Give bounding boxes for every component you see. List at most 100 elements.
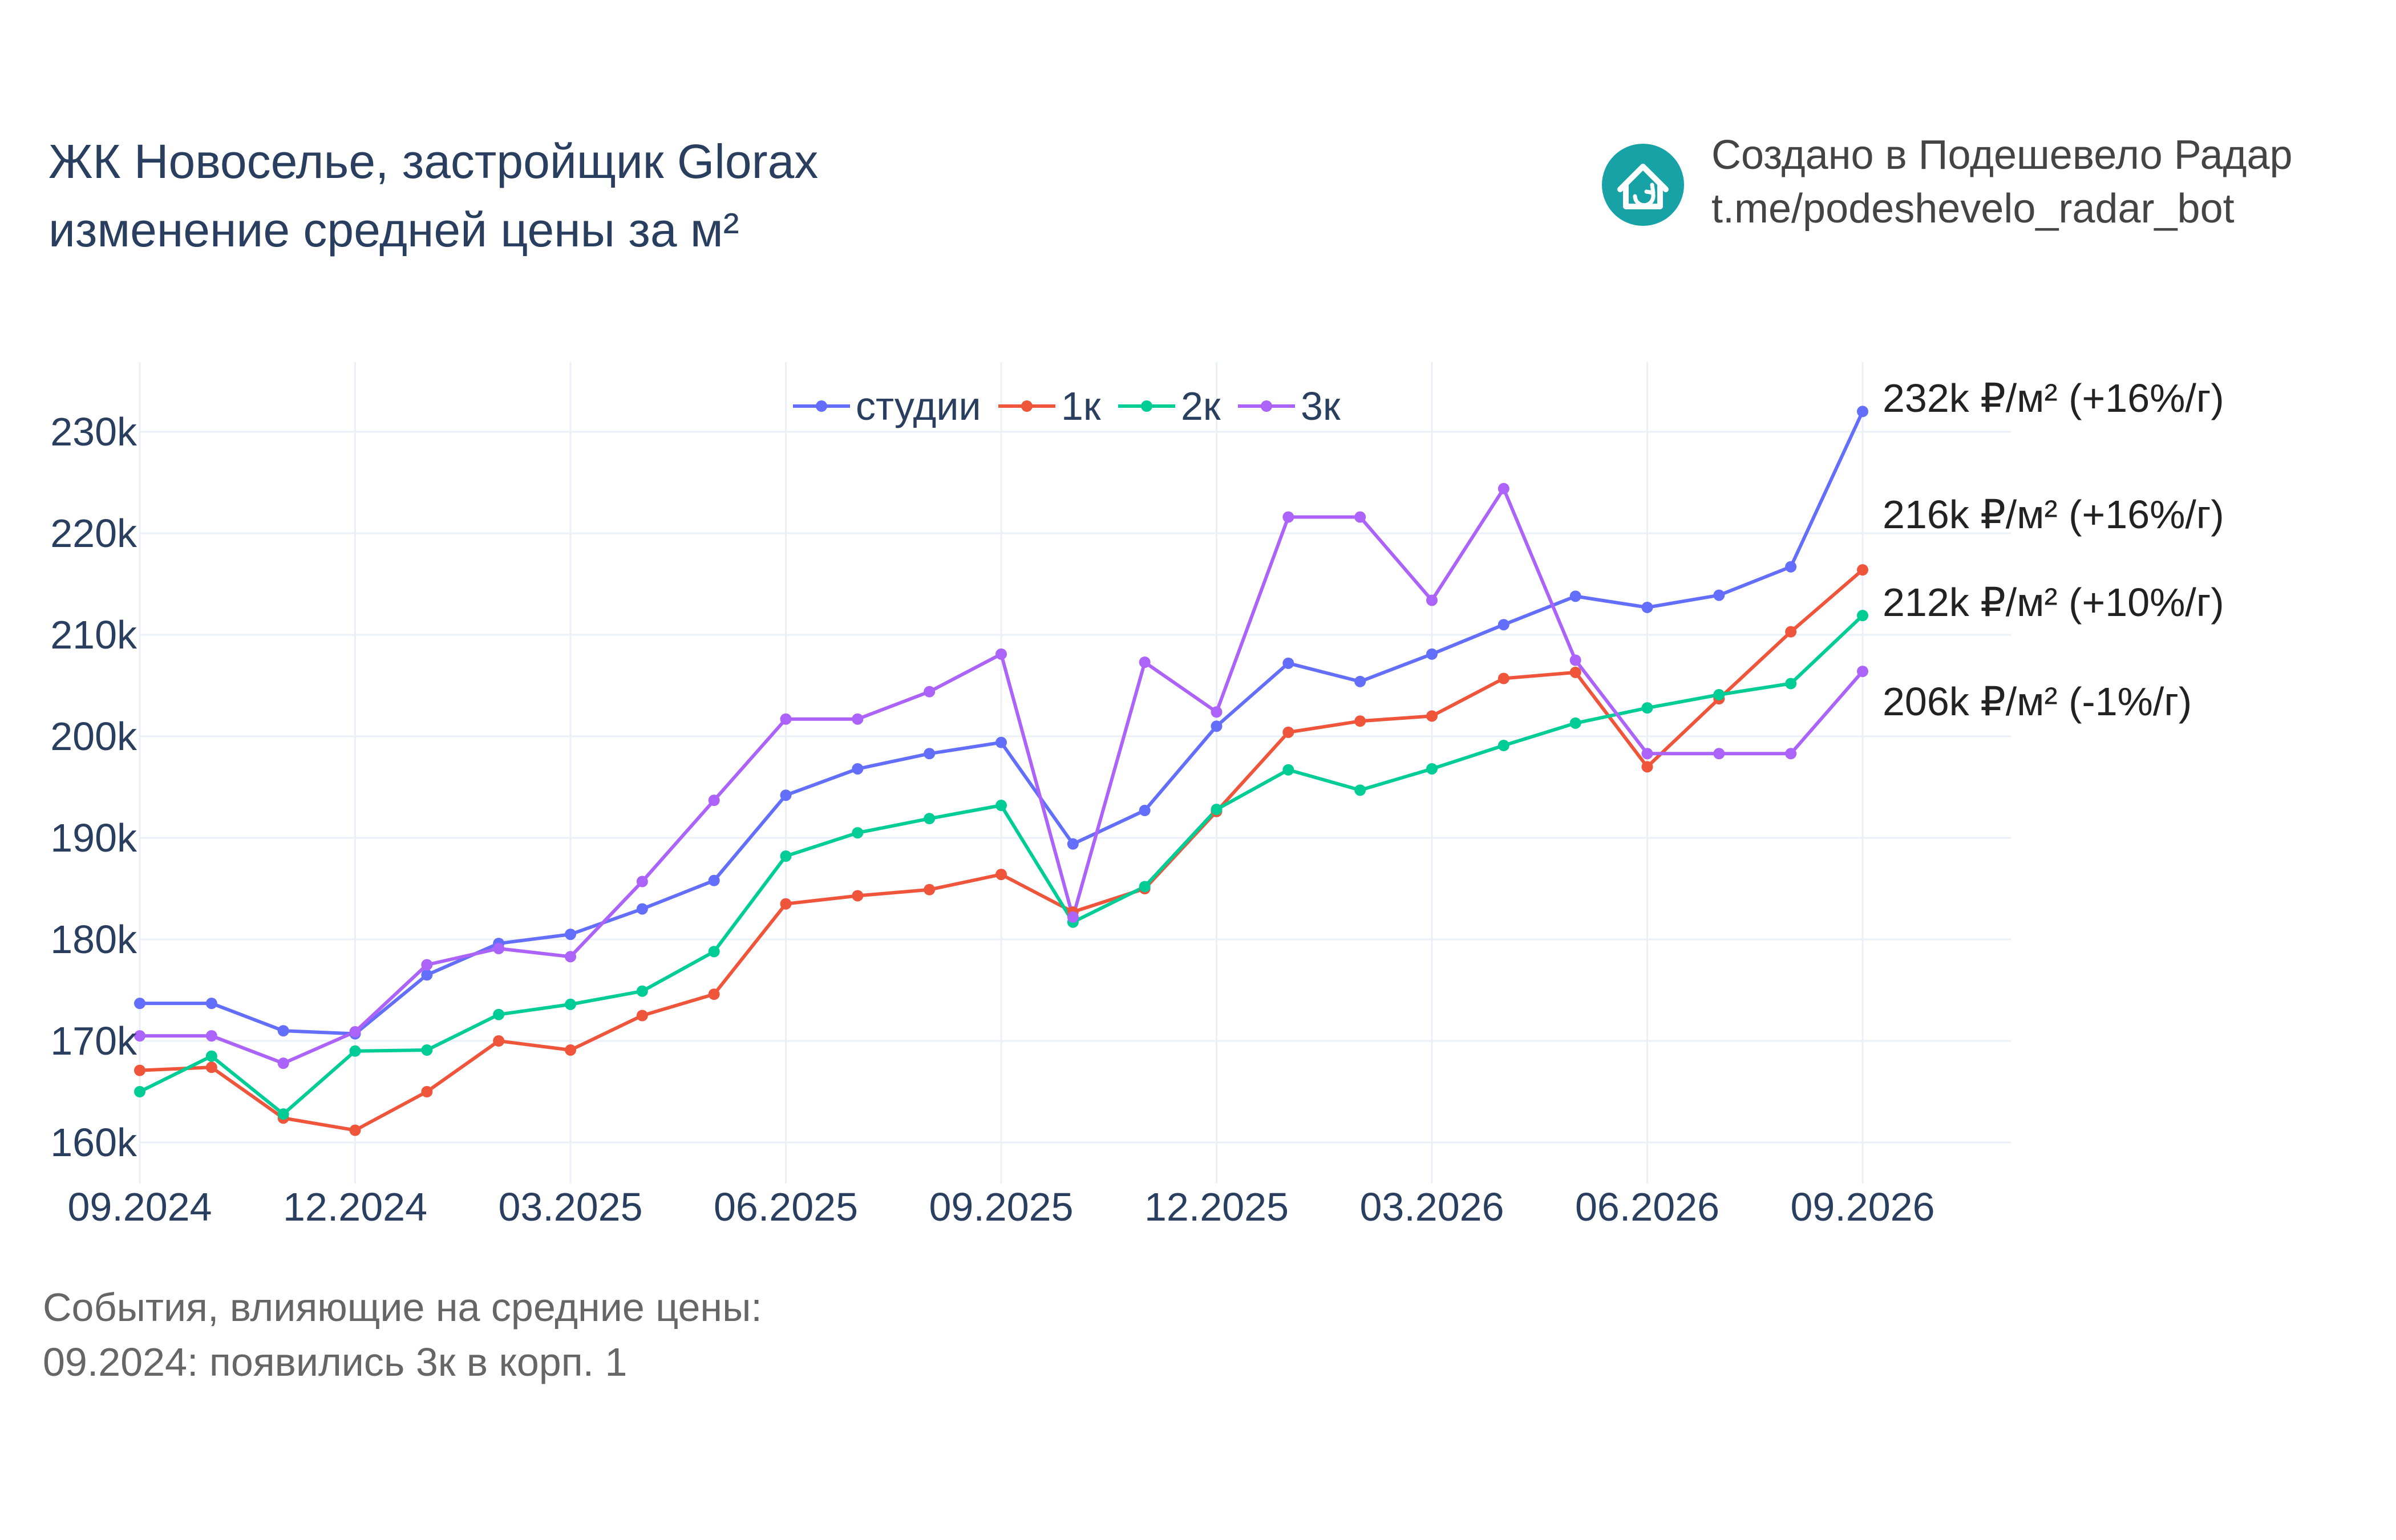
legend-label: 2к [1181,384,1221,428]
data-point [1354,715,1366,727]
data-point [1354,784,1366,796]
x-tick-label: 09.2026 [1790,1185,1934,1229]
x-tick-label: 06.2026 [1575,1185,1719,1229]
y-tick-label: 170k [50,1019,137,1063]
data-point [924,813,936,825]
data-point [493,943,505,955]
data-point [277,1108,289,1120]
end-value-label: 216k ₽/м² (+16%/г) [1883,492,2224,537]
legend-swatch-marker [1261,400,1272,412]
data-point [1498,672,1509,684]
data-point [421,959,433,971]
data-point [1211,804,1223,816]
data-point [349,1026,361,1038]
data-point [1067,911,1079,923]
data-point [1211,720,1223,732]
data-point [852,827,864,839]
data-point [1211,706,1223,718]
end-value-label: 212k ₽/м² (+10%/г) [1883,580,2224,625]
data-point [1857,610,1868,622]
data-point [1067,838,1079,850]
y-tick-label: 210k [50,613,137,657]
data-point [421,1086,433,1097]
legend-swatch-marker [1141,400,1152,412]
data-point [1139,804,1151,816]
data-point [1139,656,1151,668]
legend[interactable]: студии 1к 2к 3к [793,384,1341,428]
data-point [1282,511,1294,523]
data-point [852,713,864,725]
grid [139,362,2011,1184]
x-tick-label: 03.2026 [1359,1185,1504,1229]
data-point [1857,564,1868,576]
legend-swatch-marker [816,400,827,412]
data-point [421,969,433,981]
series-points [134,406,1868,1136]
credit-line1: Создано в Подешевело Радар [1711,132,2293,178]
data-point [780,850,792,862]
legend-item[interactable]: 2к [1118,384,1221,428]
data-point [1139,881,1151,893]
data-point [1282,657,1294,669]
data-point [708,946,720,958]
data-point [493,1008,505,1020]
data-point [1713,689,1725,701]
axis-ticks: 160k 170k 180k 190k 200k 210k 220k 230k 09.2024 1… [50,410,1934,1229]
x-tick-label: 12.2024 [283,1185,427,1229]
data-point [780,789,792,801]
data-point [1857,406,1868,418]
legend-item[interactable]: студии [793,384,981,428]
data-point [708,874,720,886]
events-heading: События, влияющие на средние цены: [43,1285,762,1330]
data-point [565,998,576,1010]
y-tick-label: 190k [50,816,137,860]
data-point [1785,748,1797,760]
data-point [636,985,648,997]
data-point [1641,702,1653,714]
data-point [1569,666,1581,678]
data-point [1498,740,1509,752]
data-point [995,800,1007,812]
x-tick-label: 09.2025 [929,1185,1073,1229]
data-point [708,795,720,807]
data-point [852,890,864,902]
data-point [205,998,217,1010]
end-labels: 232k ₽/м² (+16%/г) 216k ₽/м² (+16%/г) 212k… [1883,376,2224,724]
logo-icon [1602,144,1684,226]
data-point [995,736,1007,748]
data-point [1354,675,1366,687]
chart-title-line2: изменение средней цены за м² [48,203,739,257]
x-tick-label: 09.2024 [67,1185,212,1229]
data-point [1426,763,1438,775]
data-point [1569,654,1581,666]
data-point [1426,594,1438,606]
data-point [1426,648,1438,660]
legend-item[interactable]: 3к [1238,384,1341,428]
data-point [1857,666,1868,678]
data-point [1426,710,1438,722]
data-point [134,1030,145,1042]
data-point [1569,717,1581,729]
data-point [1713,748,1725,760]
data-point [995,648,1007,660]
data-point [1641,761,1653,773]
legend-item[interactable]: 1к [998,384,1101,428]
legend-label: 3к [1301,384,1341,428]
credit-line2[interactable]: t.me/podeshevelo_radar_bot [1711,186,2235,232]
y-tick-label: 230k [50,410,137,454]
y-tick-label: 160k [50,1120,137,1165]
data-point [636,1010,648,1022]
data-point [1641,748,1653,760]
data-point [924,686,936,698]
data-point [780,713,792,725]
data-point [349,1124,361,1136]
data-point [1498,483,1509,495]
data-point [134,998,145,1010]
data-point [1785,561,1797,573]
events-item: 09.2024: появились 3к в корп. 1 [43,1340,627,1384]
data-point [349,1045,361,1057]
legend-label: студии [856,384,981,428]
y-tick-label: 200k [50,714,137,759]
y-tick-label: 180k [50,917,137,962]
